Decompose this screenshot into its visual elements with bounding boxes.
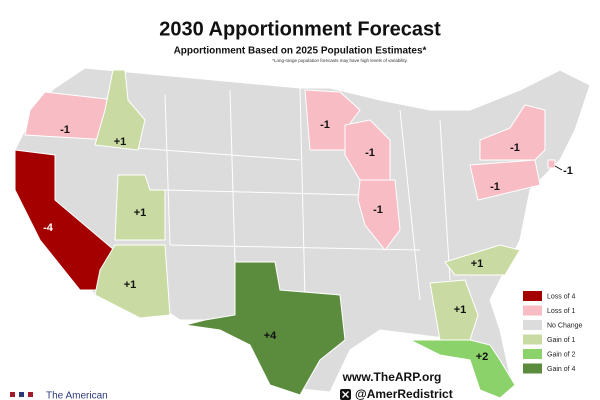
state: [114, 174, 166, 241]
legend-swatch: [523, 305, 542, 316]
region-label: -1: [510, 142, 520, 154]
state: [94, 69, 146, 151]
state-borders: [94, 87, 451, 301]
state: [94, 244, 171, 319]
handle: @AmerRedistrict: [355, 387, 453, 400]
state: [357, 179, 401, 251]
legend-label: Gain of 4: [547, 366, 576, 373]
footnote: *Long-range population forecasts may hav…: [272, 58, 408, 63]
map: -4 -1 +1 +1 +1 +4 -1 -1 -1 -1 -1 -1 +1 +…: [14, 67, 591, 399]
brand: The American: [46, 391, 108, 400]
legend-label: Loss of 1: [547, 308, 576, 315]
region-label: -1: [365, 147, 375, 159]
title: 2030 Apportionment Forecast: [159, 18, 441, 40]
region-label: +1: [471, 258, 484, 270]
subtitle: Apportionment Based on 2025 Population E…: [174, 46, 427, 57]
legend-swatch: [523, 334, 542, 345]
region-label: -1: [563, 165, 573, 177]
region-label: +1: [134, 207, 147, 219]
state: [184, 261, 346, 396]
region-label: +4: [264, 330, 277, 342]
region-label: +1: [454, 304, 467, 316]
state: [479, 104, 546, 161]
x-logo: [340, 389, 351, 400]
state: [444, 244, 521, 276]
brand-mark: [10, 392, 33, 397]
leader-line: [554, 165, 563, 171]
legend-swatch: [523, 291, 542, 301]
region-label: -1: [490, 181, 500, 193]
state: [469, 159, 541, 201]
state: [409, 339, 516, 399]
legend-label: Loss of 4: [547, 293, 576, 300]
legend-label: Gain of 2: [547, 351, 576, 358]
region-label: +1: [114, 136, 127, 148]
legend-swatch: [523, 349, 542, 359]
legend-label: No Change: [547, 322, 583, 329]
region-label: -1: [320, 119, 330, 131]
legend: Loss of 4 Loss of 1 No Change Gain of 1 Gain…: [523, 291, 583, 374]
website: www.TheARP.org: [342, 370, 442, 384]
legend-swatch: [523, 363, 542, 374]
region-label: +2: [476, 351, 489, 363]
region-label: -4: [43, 222, 54, 234]
region-label: -1: [60, 124, 70, 136]
state: [547, 159, 556, 169]
state: [24, 91, 116, 141]
state: [429, 279, 479, 341]
legend-swatch: [523, 320, 542, 330]
region-label: -1: [373, 204, 383, 216]
legend-label: Gain of 1: [547, 337, 576, 344]
region-label: +1: [124, 279, 137, 291]
